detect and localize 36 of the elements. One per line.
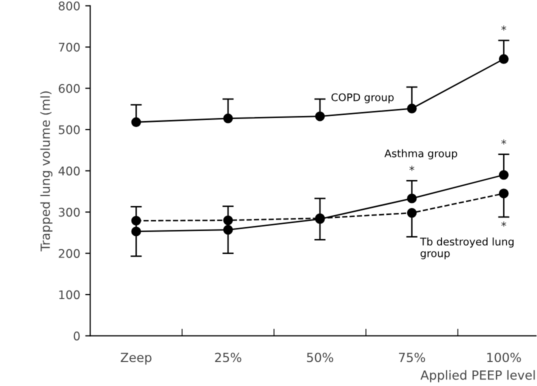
point	[223, 215, 233, 226]
point	[223, 114, 233, 124]
point	[407, 194, 417, 204]
y-tick-label: 800	[58, 2, 80, 10]
y-axis-title: Trapped lung volume (ml)	[40, 91, 52, 252]
annotation: *	[501, 222, 506, 227]
y-tick-label: 100	[59, 290, 80, 300]
point	[498, 54, 509, 64]
x-tick-label: Zeep	[120, 352, 152, 365]
point	[131, 216, 142, 226]
x-tick-label: 25%	[215, 352, 242, 362]
point	[498, 188, 509, 198]
y-tick-label: 0	[74, 332, 80, 340]
point	[498, 170, 509, 180]
y-tick-label: 500	[58, 125, 80, 134]
annotation: *	[501, 139, 506, 144]
point	[315, 111, 325, 122]
y-tick-label: 400	[58, 166, 80, 176]
point	[223, 224, 233, 235]
y-tick-label: 300	[58, 208, 80, 217]
annotation: *	[501, 26, 506, 31]
x-tick-label: 50%	[307, 352, 334, 362]
annotation: *	[409, 166, 414, 171]
point	[131, 226, 142, 236]
x-tick-label: 75%	[398, 352, 426, 362]
text: Asthma group	[384, 149, 458, 160]
point	[407, 208, 417, 218]
text: Tb destroyed lung group	[420, 237, 514, 260]
y-tick-label: 600	[58, 84, 80, 93]
point	[407, 104, 417, 114]
x-tick-label: 100%	[487, 352, 521, 362]
point	[131, 117, 142, 127]
y-tick-label: 700	[58, 42, 80, 52]
x-axis-title: Applied PEEP level	[420, 370, 535, 382]
series-label: COPD group	[331, 93, 394, 104]
y-tick-label: 200	[58, 249, 80, 258]
